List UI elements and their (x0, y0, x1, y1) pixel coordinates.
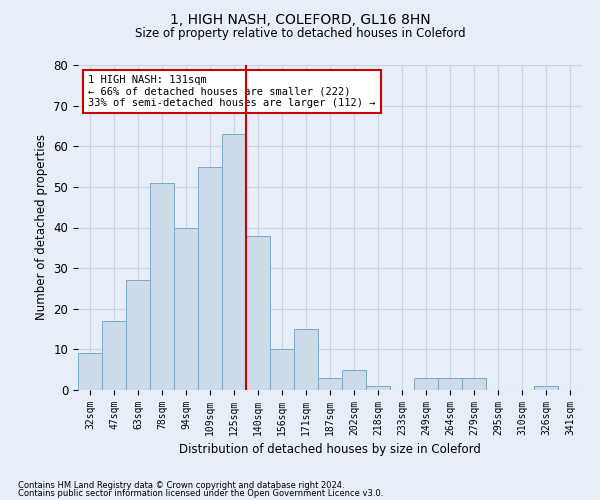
Bar (126, 280, 150, 390)
Bar (294, 329, 318, 390)
Bar (342, 370, 366, 390)
Bar (102, 321, 126, 390)
X-axis label: Distribution of detached houses by size in Coleford: Distribution of detached houses by size … (179, 444, 481, 456)
Text: 1 HIGH NASH: 131sqm
← 66% of detached houses are smaller (222)
33% of semi-detac: 1 HIGH NASH: 131sqm ← 66% of detached ho… (88, 74, 376, 108)
Bar (366, 386, 390, 390)
Text: Contains HM Land Registry data © Crown copyright and database right 2024.: Contains HM Land Registry data © Crown c… (18, 481, 344, 490)
Bar (318, 378, 342, 390)
Bar (438, 378, 462, 390)
Bar (246, 236, 270, 390)
Text: 1, HIGH NASH, COLEFORD, GL16 8HN: 1, HIGH NASH, COLEFORD, GL16 8HN (170, 12, 430, 26)
Bar (462, 378, 486, 390)
Bar (198, 166, 222, 390)
Y-axis label: Number of detached properties: Number of detached properties (35, 134, 48, 320)
Bar (150, 183, 174, 390)
Bar (174, 228, 198, 390)
Bar (78, 354, 102, 390)
Bar (414, 378, 438, 390)
Bar (534, 386, 558, 390)
Text: Size of property relative to detached houses in Coleford: Size of property relative to detached ho… (134, 28, 466, 40)
Text: Contains public sector information licensed under the Open Government Licence v3: Contains public sector information licen… (18, 488, 383, 498)
Bar (270, 350, 294, 390)
Bar (222, 134, 246, 390)
